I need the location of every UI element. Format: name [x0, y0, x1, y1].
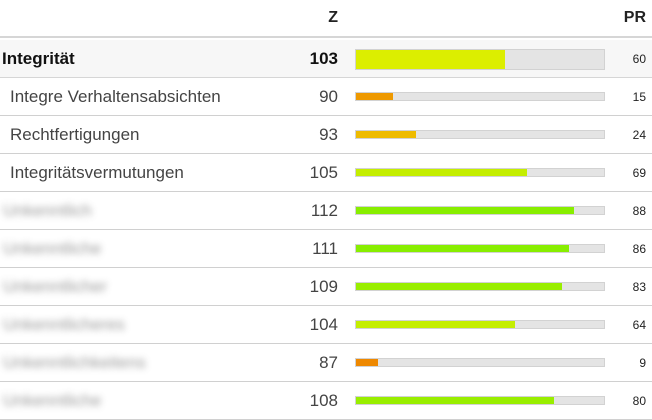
pr-bar-fill	[356, 397, 555, 404]
pr-bar-fill	[356, 93, 394, 100]
row-label: Integritätsvermutungen	[10, 163, 184, 182]
pr-value: 60	[632, 52, 646, 66]
pr-bar-track	[355, 130, 605, 139]
z-value: 109	[309, 277, 338, 296]
row-label: Unkenntliche	[3, 239, 102, 258]
table-row: Unkenntliche 108 80	[0, 382, 652, 420]
table-row: Unkenntlicheres 104 64	[0, 306, 652, 344]
pr-bar-fill	[356, 131, 416, 138]
pr-value: 88	[632, 204, 646, 218]
pr-value: 64	[632, 318, 646, 332]
row-label: Unkenntlicher	[3, 277, 107, 296]
pr-bar-fill	[356, 283, 562, 290]
pr-bar-track	[355, 396, 605, 405]
table-row: Unkenntliche 111 86	[0, 230, 652, 268]
pr-value: 86	[632, 242, 646, 256]
pr-bar-track	[355, 320, 605, 329]
pr-value: 9	[639, 356, 646, 370]
pr-bar-track	[355, 49, 605, 70]
pr-value: 24	[632, 128, 646, 142]
row-label: Unkenntlichkeitens	[3, 353, 146, 372]
row-label: Integrität	[2, 49, 75, 68]
z-value: 111	[312, 239, 338, 258]
table-row: Unkenntlich 112 88	[0, 192, 652, 230]
pr-bar-track	[355, 282, 605, 291]
row-label: Rechtfertigungen	[10, 125, 140, 144]
row-label: Unkenntliche	[3, 391, 102, 410]
z-value: 90	[319, 87, 338, 106]
pr-value: 15	[632, 90, 646, 104]
pr-bar-track	[355, 358, 605, 367]
table-row: Integre Verhaltensabsichten 90 15	[0, 78, 652, 116]
pr-bar-track	[355, 168, 605, 177]
z-value: 87	[319, 353, 338, 372]
pr-bar-fill	[356, 245, 570, 252]
z-value: 103	[309, 49, 338, 68]
pr-bar-fill	[356, 321, 515, 328]
pr-bar-track	[355, 92, 605, 101]
pr-bar-fill	[356, 359, 379, 366]
table-row-main: Integrität 103 60	[0, 40, 652, 78]
pr-value: 80	[632, 394, 646, 408]
pr-bar-track	[355, 244, 605, 253]
row-label: Unkenntlicheres	[3, 315, 125, 334]
z-value: 93	[319, 125, 338, 144]
pr-value: 69	[632, 166, 646, 180]
pr-value: 83	[632, 280, 646, 294]
z-value: 105	[309, 163, 338, 182]
table-row: Integritätsvermutungen 105 69	[0, 154, 652, 192]
row-label: Integre Verhaltensabsichten	[10, 87, 221, 106]
pr-bar-fill	[356, 50, 505, 69]
pr-bar-fill	[356, 169, 528, 176]
table-row: Rechtfertigungen 93 24	[0, 116, 652, 154]
pr-bar-fill	[356, 207, 575, 214]
z-column-header: Z	[328, 9, 338, 26]
z-value: 112	[310, 201, 338, 220]
row-label: Unkenntlich	[3, 201, 92, 220]
table-row: Unkenntlichkeitens 87 9	[0, 344, 652, 382]
table-row: Unkenntlicher 109 83	[0, 268, 652, 306]
z-value: 108	[309, 391, 338, 410]
table-header: Z PR	[0, 0, 652, 38]
pr-column-header: PR	[623, 9, 646, 26]
z-value: 104	[309, 315, 338, 334]
pr-bar-track	[355, 206, 605, 215]
